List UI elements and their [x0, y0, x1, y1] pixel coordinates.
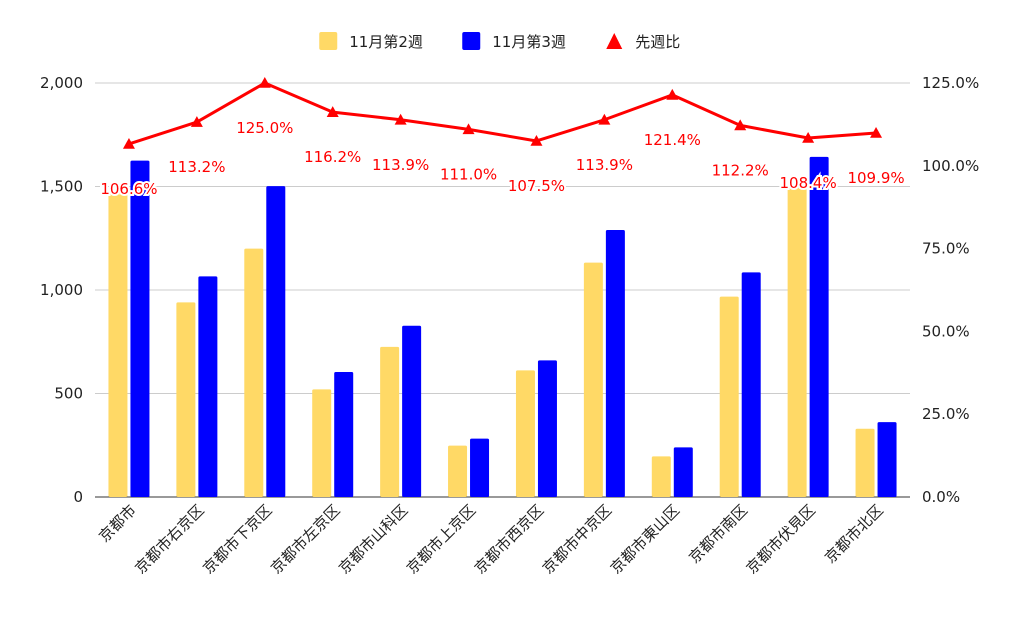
- category-label: 京都市東山区: [607, 501, 683, 577]
- ratio-data-label: 112.2%: [712, 161, 769, 179]
- category-label: 京都市山科区: [335, 501, 411, 577]
- legend: 11月第2週 11月第3週 先週比: [319, 32, 680, 51]
- bar-week3: [877, 422, 897, 497]
- ratio-data-label: 116.2%: [304, 148, 361, 166]
- right-axis-tick-label: 25.0%: [922, 405, 970, 423]
- ratio-marker: [530, 134, 543, 146]
- right-axis-tick-label: 75.0%: [922, 240, 970, 258]
- ratio-data-label: 125.0%: [236, 119, 293, 137]
- bar-week2: [651, 456, 671, 497]
- bar-week2: [719, 296, 739, 497]
- category-label: 京都市伏見区: [743, 501, 819, 577]
- category-label: 京都市北区: [821, 501, 887, 567]
- ratio-marker: [666, 88, 679, 100]
- ratio-data-label: 109.9%: [847, 169, 904, 187]
- ratio-data-label: 121.4%: [644, 131, 701, 149]
- bar-week2: [583, 262, 603, 497]
- bar-week2: [176, 302, 196, 497]
- bar-week3: [130, 160, 150, 497]
- category-label: 京都市中京区: [539, 501, 615, 577]
- ratio-marker: [190, 116, 203, 127]
- ratio-marker: [394, 113, 407, 125]
- category-label: 京都市下京区: [199, 501, 275, 577]
- bar-week2: [448, 445, 468, 497]
- category-label: 京都市: [95, 501, 140, 546]
- category-label: 京都市南区: [685, 501, 751, 567]
- bar-week3: [673, 447, 693, 497]
- category-label: 京都市西京区: [471, 501, 547, 577]
- ratio-line: [122, 77, 883, 149]
- bar-week2: [244, 248, 264, 497]
- left-axis-tick-label: 2,000: [40, 74, 83, 92]
- ratio-data-label: 108.4%: [780, 174, 837, 192]
- bar-week2: [515, 370, 535, 497]
- ratio-data-label: 113.2%: [168, 158, 225, 176]
- bar-week3: [741, 272, 761, 497]
- bar-week3: [605, 229, 625, 497]
- category-label: 京都市上京区: [403, 501, 479, 577]
- bar-week3: [537, 360, 557, 497]
- bar-week2: [312, 389, 332, 497]
- legend-label: 先週比: [635, 33, 680, 51]
- bar-week3: [198, 276, 218, 497]
- ratio-polyline: [128, 81, 877, 146]
- ratio-marker: [870, 127, 883, 138]
- bar-week2: [787, 187, 807, 497]
- left-axis-tick-label: 0: [73, 488, 83, 506]
- left-axis-tick-label: 1,500: [40, 178, 83, 196]
- right-axis-tick-label: 125.0%: [922, 74, 979, 92]
- bar-week3: [470, 438, 490, 497]
- right-axis-tick-label: 0.0%: [922, 488, 960, 506]
- ratio-marker: [462, 123, 475, 135]
- bar-week3: [334, 371, 354, 497]
- ratio-data-label: 113.9%: [576, 156, 633, 174]
- right-axis-tick-label: 100.0%: [922, 157, 979, 175]
- right-axis-tick-label: 50.0%: [922, 322, 970, 340]
- ratio-marker: [326, 106, 339, 117]
- bar-week2: [855, 428, 875, 497]
- ratio-marker: [122, 137, 135, 149]
- ratio-data-label: 107.5%: [508, 177, 565, 195]
- ratio-data-label: 113.9%: [372, 156, 429, 174]
- bar-week2: [380, 346, 400, 497]
- bar-week2: [108, 190, 128, 497]
- left-axis-tick-label: 1,000: [40, 281, 83, 299]
- ratio-data-label: 111.0%: [440, 165, 497, 183]
- category-label: 京都市左京区: [267, 501, 343, 577]
- ratio-labels: 106.6% 113.2% 125.0% 116.2% 113.9% 111.0% 107.…: [98, 117, 906, 200]
- legend-swatch: [319, 32, 338, 50]
- category-label: 京都市右京区: [131, 501, 207, 577]
- left-axis-tick-label: 500: [54, 385, 83, 403]
- legend-label: 11月第2週: [349, 33, 423, 51]
- legend-label: 11月第3週: [492, 33, 566, 51]
- legend-swatch: [462, 32, 481, 50]
- ratio-marker: [258, 77, 271, 88]
- gridlines: [95, 82, 910, 498]
- ratio-marker: [802, 131, 815, 143]
- bars: [108, 156, 897, 498]
- bar-week3: [266, 186, 286, 497]
- ratio-marker: [598, 113, 611, 125]
- ratio-data-label: 106.6%: [100, 180, 157, 198]
- legend-triangle-icon: [606, 33, 623, 49]
- bar-week3: [402, 325, 422, 497]
- ratio-marker: [734, 119, 747, 131]
- bar-week3: [809, 156, 829, 498]
